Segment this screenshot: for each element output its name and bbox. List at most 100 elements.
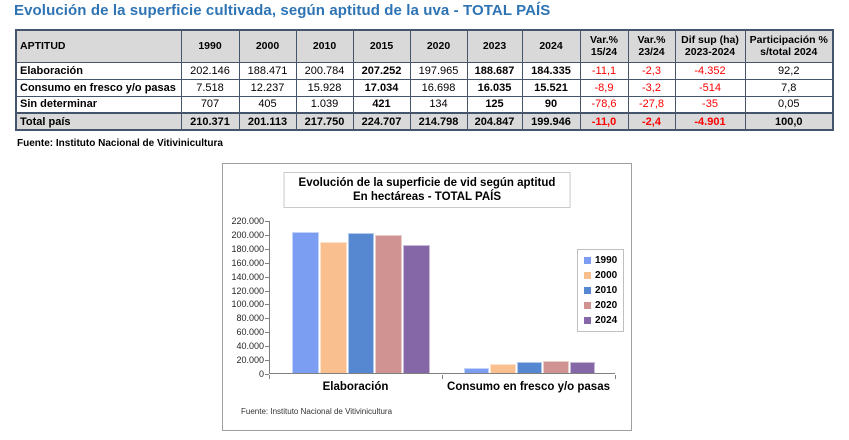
col-header-2023: 2023 — [466, 29, 523, 63]
x-axis-tick — [269, 375, 270, 379]
legend-entry-2024: 2024 — [584, 315, 617, 326]
row-label: Sin determinar — [15, 95, 182, 114]
y-axis-label: 80.000 — [236, 313, 264, 324]
y-axis-label: 0 — [258, 369, 264, 379]
plot-area — [269, 221, 615, 374]
chart-title-line2: En hectáreas - TOTAL PAÍS — [352, 191, 502, 203]
bar-1990 — [292, 232, 319, 373]
cell: -35 — [674, 95, 746, 114]
legend-label: 2000 — [595, 270, 618, 281]
y-axis-tick — [265, 290, 269, 292]
legend-label: 2010 — [595, 285, 618, 296]
page-title: Evolución de la superficie cultivada, se… — [14, 2, 551, 19]
cell: 15.928 — [295, 78, 354, 97]
y-axis-tick — [265, 234, 269, 236]
y-axis-label: 160.000 — [231, 257, 264, 268]
legend-label: 2020 — [595, 300, 618, 311]
cell: 707 — [180, 95, 240, 114]
col-header-2010: 2010 — [295, 29, 354, 63]
legend-swatch-icon — [584, 257, 591, 264]
y-axis-label: 140.000 — [231, 271, 264, 282]
cell: 17.034 — [352, 78, 411, 97]
y-axis-tick — [265, 304, 269, 306]
bar-1990 — [464, 368, 490, 373]
cell: 188.687 — [466, 61, 523, 80]
bar-group-0 — [292, 232, 430, 373]
cell: -4.352 — [674, 61, 746, 80]
y-axis-label: 40.000 — [236, 341, 264, 352]
bar-2020 — [543, 361, 569, 373]
y-axis-tick — [265, 262, 269, 264]
legend-swatch-icon — [584, 272, 591, 279]
cell: 201.113 — [238, 112, 297, 131]
y-axis-label: 60.000 — [236, 327, 264, 338]
cell: -514 — [674, 78, 746, 97]
cell: 134 — [409, 95, 468, 114]
y-axis-label: 100.000 — [231, 299, 264, 310]
legend-swatch-icon — [584, 287, 591, 294]
row-label: Consumo en fresco y/o pasas — [15, 78, 182, 97]
cell: -3,2 — [627, 78, 676, 97]
col-header-2024: 2024 — [521, 29, 581, 63]
table-row-sin-determinar: Sin determinar 707 405 1.039 421 134 125… — [15, 95, 834, 114]
cell: 210.371 — [180, 112, 240, 131]
bar-2024 — [569, 362, 596, 373]
cell: 125 — [466, 95, 523, 114]
y-axis-tick — [265, 276, 269, 278]
bar-2024 — [403, 245, 430, 373]
col-header-1990: 1990 — [180, 29, 240, 63]
cell: 7.518 — [180, 78, 240, 97]
y-axis-tick — [265, 374, 269, 375]
table-row-total: Total país 210.371 201.113 217.750 224.7… — [15, 112, 834, 131]
cell: 202.146 — [180, 61, 240, 80]
y-axis-label: 120.000 — [231, 285, 264, 296]
y-axis-tick — [265, 332, 269, 334]
x-axis-tick — [442, 375, 443, 379]
y-axis-tick — [265, 318, 269, 320]
cell: 214.798 — [409, 112, 468, 131]
table-header-row: APTITUD 1990 2000 2010 2015 2020 2023 20… — [15, 29, 834, 63]
y-axis-tick — [265, 248, 269, 250]
y-axis-label: 180.000 — [231, 243, 264, 254]
y-axis-label: 200.000 — [231, 229, 264, 240]
bar-2000 — [319, 242, 347, 373]
cell: 0,05 — [744, 95, 834, 114]
cell: 405 — [238, 95, 297, 114]
legend-entry-1990: 1990 — [584, 255, 617, 266]
cell: -2,3 — [627, 61, 676, 80]
cell: 204.847 — [466, 112, 523, 131]
chart-title: Evolución de la superficie de vid según … — [283, 172, 571, 208]
y-axis-tick — [265, 360, 269, 362]
cell: 199.946 — [521, 112, 581, 131]
legend-label: 1990 — [595, 255, 618, 266]
cell: 217.750 — [295, 112, 354, 131]
row-label: Total país — [15, 112, 182, 131]
cell: -11,1 — [579, 61, 629, 80]
col-header-var-15-24: Var.% 15/24 — [579, 29, 629, 63]
legend-entry-2000: 2000 — [584, 270, 617, 281]
cell: 1.039 — [295, 95, 354, 114]
cell: 100,0 — [744, 112, 834, 131]
bar-2000 — [490, 364, 516, 373]
col-header-dif-sup: Dif sup (ha) 2023-2024 — [674, 29, 746, 63]
category-labels: Elaboración Consumo en fresco y/o pasas — [269, 381, 615, 393]
table-row-elaboracion: Elaboración 202.146 188.471 200.784 207.… — [15, 61, 834, 80]
y-axis-tick — [265, 346, 269, 348]
chart-legend: 1990 2000 2010 2020 2024 — [577, 249, 625, 332]
y-axis-label: 20.000 — [236, 355, 264, 366]
cell: 197.965 — [409, 61, 468, 80]
category-label-consumo: Consumo en fresco y/o pasas — [447, 381, 610, 393]
table-source-note: Fuente: Instituto Nacional de Vitivinicu… — [17, 138, 223, 149]
cell: 188.471 — [238, 61, 297, 80]
cell: 207.252 — [352, 61, 411, 80]
y-axis-tick — [265, 221, 269, 222]
bar-2010 — [347, 233, 375, 373]
aptitud-table: APTITUD 1990 2000 2010 2015 2020 2023 20… — [15, 29, 834, 131]
cell: -11,0 — [579, 112, 629, 131]
col-header-2015: 2015 — [352, 29, 411, 63]
cell: 16.698 — [409, 78, 468, 97]
table-row-consumo: Consumo en fresco y/o pasas 7.518 12.237… — [15, 78, 834, 97]
chart-title-line1: Evolución de la superficie de vid según … — [298, 177, 556, 189]
cell: 16.035 — [466, 78, 523, 97]
category-label-elaboracion: Elaboración — [322, 381, 389, 393]
